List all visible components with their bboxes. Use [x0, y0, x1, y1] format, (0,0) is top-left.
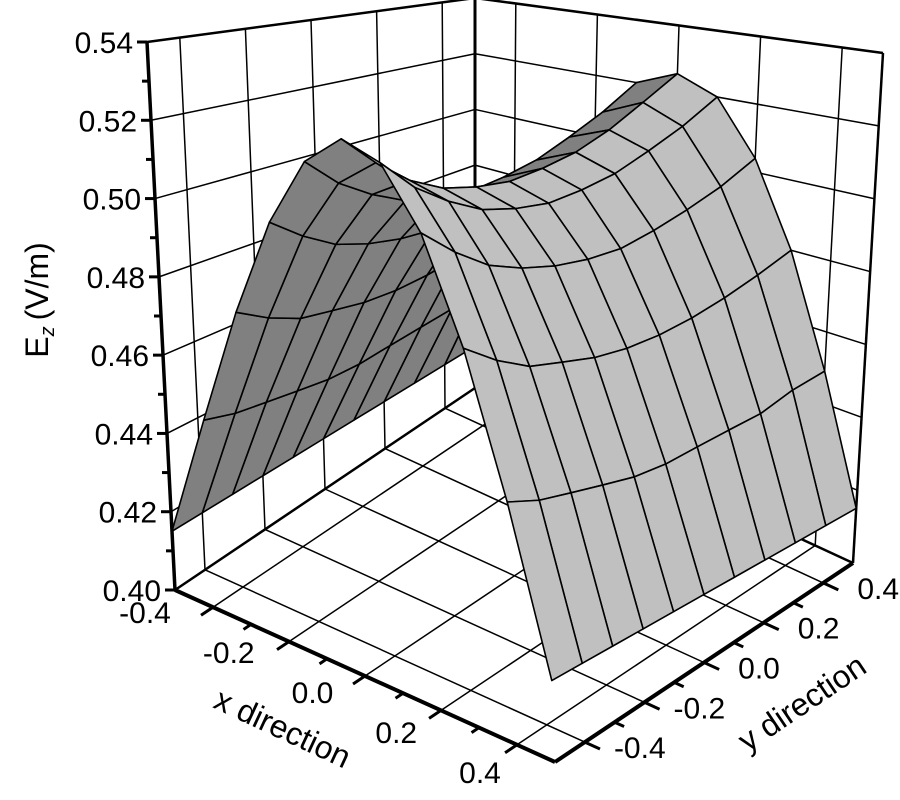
y-tick-label: 0.4 [857, 573, 899, 606]
y-tick-label: 0.0 [738, 653, 780, 686]
z-tick-label: 0.40 [103, 575, 161, 608]
x-axis-tick [200, 605, 214, 617]
z-axis-title-subscript: z [37, 326, 59, 337]
y-axis-tick [733, 641, 744, 649]
x-tick-label: -0.4 [119, 597, 171, 630]
y-tick-label: 0.2 [798, 613, 840, 646]
axes [137, 40, 855, 764]
x-axis-tick [394, 691, 404, 700]
x-axis-tick [318, 657, 328, 666]
x-tick-label: -0.2 [203, 637, 255, 670]
y-axis-tick [703, 661, 720, 671]
x-axis-tick [352, 674, 366, 686]
z-axis-title-main: E [19, 336, 55, 357]
z-tick-label: 0.42 [99, 497, 157, 530]
y-axis-tick [673, 681, 685, 689]
top-edge [146, 0, 470, 44]
x-axis-tick [276, 640, 290, 651]
x-tick-label: 0.0 [292, 677, 334, 710]
x-tick-label: 0.4 [459, 757, 501, 790]
top-edge [480, 0, 884, 55]
x-axis-tick [470, 726, 480, 734]
y-axis-tick [584, 740, 601, 751]
z-tick-label: 0.54 [75, 27, 133, 60]
floor-grid-line [516, 544, 816, 746]
y-tick-label: -0.2 [674, 692, 726, 725]
x-axis-title: x direction [209, 681, 356, 775]
y-axis-tick [762, 621, 780, 632]
z-tick-label: 0.52 [79, 105, 137, 138]
z-tick-label: 0.46 [91, 340, 149, 373]
right-wall-edge [851, 52, 885, 564]
y-axis-tick [643, 700, 661, 711]
z-tick-label: 0.48 [87, 262, 145, 295]
surface-patch [506, 499, 584, 682]
floor-edge [174, 386, 476, 592]
z-axis-title-unit: (V/m) [19, 242, 55, 320]
x-axis-tick [428, 709, 442, 720]
x-tick-label: 0.2 [375, 717, 417, 750]
y-tick-label: -0.4 [614, 732, 666, 765]
x-axis-tick [242, 623, 252, 631]
z-tick-label: 0.44 [95, 418, 153, 451]
surface-mesh [171, 72, 858, 682]
y-axis-tick [613, 720, 625, 728]
z-axis-title: Ez (V/m) [19, 242, 59, 358]
x-axis-tick [504, 743, 518, 755]
tick-labels: 0.400.420.440.460.480.500.520.54-0.4-0.2… [75, 27, 899, 790]
y-axis-tick [792, 601, 804, 609]
floor-grid-line [324, 488, 705, 664]
z-tick-label: 0.50 [83, 184, 141, 217]
y-axis-tick [822, 581, 839, 592]
